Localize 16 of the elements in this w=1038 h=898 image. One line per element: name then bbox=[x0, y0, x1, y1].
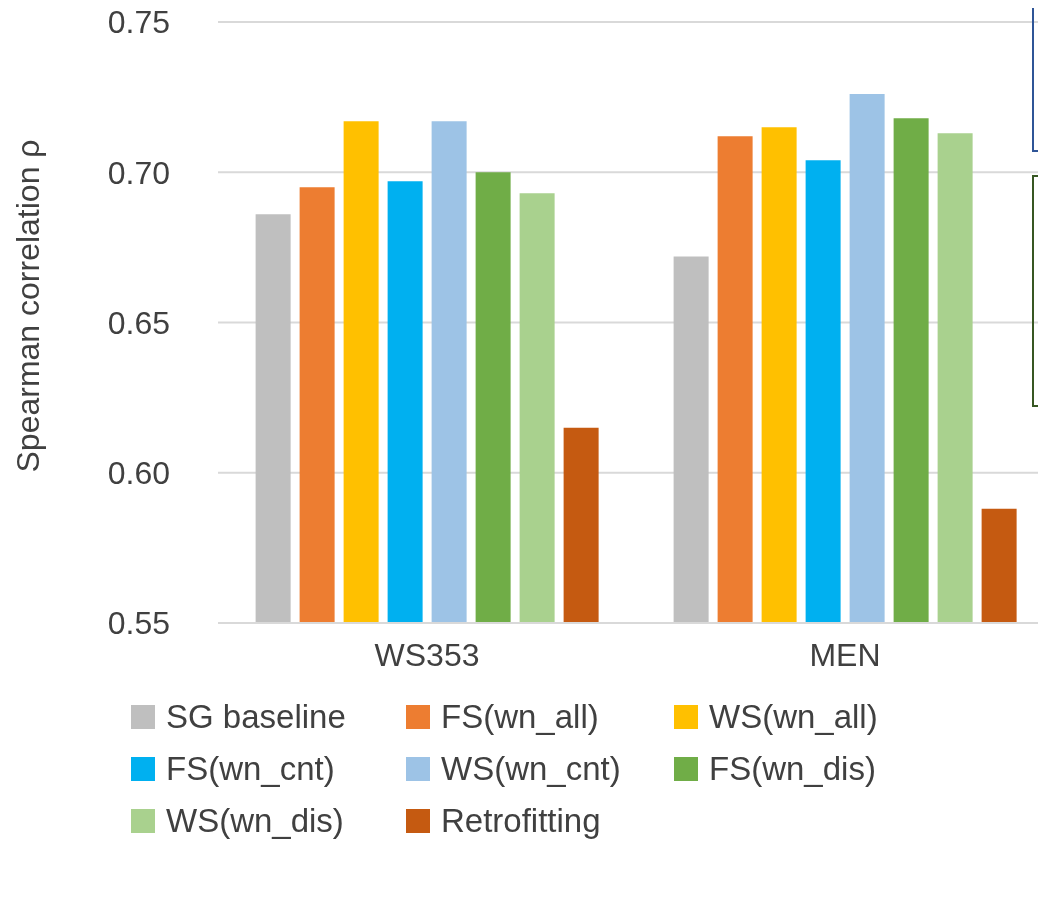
legend-label: WS(wn_cnt) bbox=[441, 750, 621, 788]
x-tick-label: WS353 bbox=[374, 636, 480, 673]
legend-label: WS(wn_dis) bbox=[166, 802, 344, 840]
legend-label: SG baseline bbox=[166, 698, 346, 736]
y-tick-label: 0.65 bbox=[107, 304, 170, 341]
y-tick-label: 0.55 bbox=[107, 605, 170, 642]
legend-label: FS(wn_all) bbox=[441, 698, 599, 736]
y-tick-label: 0.75 bbox=[107, 4, 170, 41]
legend-label: FS(wn_dis) bbox=[709, 750, 876, 788]
y-tick-label: 0.70 bbox=[107, 154, 170, 191]
legend-label: FS(wn_cnt) bbox=[166, 750, 335, 788]
legend-label: WS(wn_all) bbox=[709, 698, 878, 736]
y-axis-title: Spearman correlation ρ bbox=[10, 139, 47, 473]
y-tick-label: 0.60 bbox=[107, 455, 170, 492]
legend-label: Retrofitting bbox=[441, 802, 601, 840]
x-tick-label: MEN bbox=[809, 636, 881, 673]
